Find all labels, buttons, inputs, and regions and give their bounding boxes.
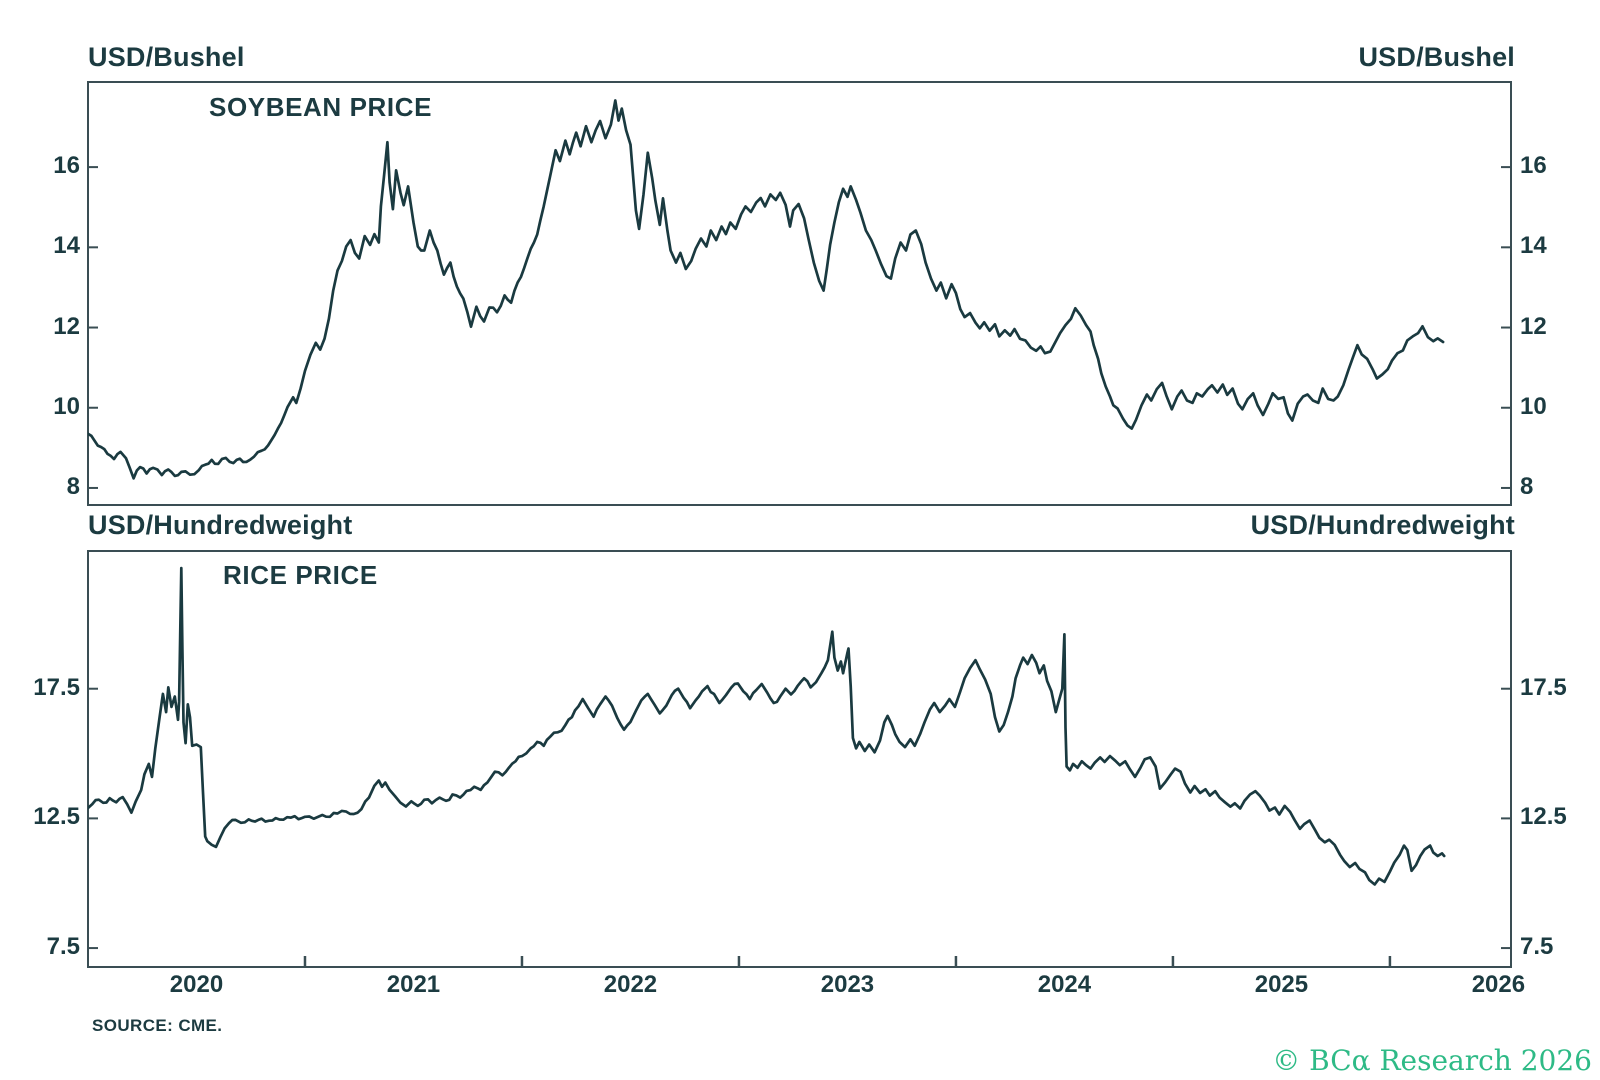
x-axis-year-label: 2020: [169, 971, 224, 998]
y-tick-label-right: 10: [1520, 392, 1547, 420]
y-tick-label-right: 8: [1520, 472, 1534, 500]
soybean-unit-label-right: USD/Bushel: [1358, 42, 1515, 72]
soybean-chart-title: SOYBEAN PRICE: [209, 92, 433, 122]
y-tick-label-right: 7.5: [1520, 933, 1554, 961]
y-tick-label-right: 16: [1520, 152, 1547, 180]
rice-chart-title: RICE PRICE: [223, 560, 378, 590]
rice-price-line: [88, 566, 1446, 886]
soybean-plot-frame: [87, 81, 1512, 506]
x-axis-year-label: 2023: [820, 971, 875, 998]
soybean-price-line: [88, 99, 1445, 480]
bca-research-logo: © BCα Research 2026: [1272, 1044, 1592, 1077]
x-axis-year-label: 2021: [386, 971, 441, 998]
y-tick-label-right: 14: [1520, 232, 1547, 260]
y-tick-label-left: 16: [53, 152, 80, 180]
y-tick-label-left: 8: [66, 472, 80, 500]
y-tick-label-left: 7.5: [46, 933, 80, 961]
y-tick-label-left: 14: [53, 232, 80, 260]
y-tick-label-left: 10: [53, 392, 80, 420]
x-axis-year-label: 2026: [1471, 971, 1526, 998]
soybean-unit-label-left: USD/Bushel: [88, 42, 245, 72]
x-axis-year-label: 2022: [603, 971, 658, 998]
y-tick-label-left: 12: [53, 312, 80, 340]
y-tick-label-left: 17.5: [33, 673, 80, 701]
source-note: SOURCE: CME.: [92, 1016, 223, 1035]
y-tick-label-right: 12.5: [1520, 803, 1567, 831]
x-axis-year-label: 2024: [1037, 971, 1092, 998]
rice-unit-label-right: USD/Hundredweight: [1250, 510, 1515, 540]
y-tick-label-right: 12: [1520, 312, 1547, 340]
rice-unit-label-left: USD/Hundredweight: [88, 510, 353, 540]
rice-plot-frame: [87, 550, 1512, 968]
y-tick-label-left: 12.5: [33, 803, 80, 831]
x-axis-year-label: 2025: [1254, 971, 1309, 998]
y-tick-label-right: 17.5: [1520, 673, 1567, 701]
